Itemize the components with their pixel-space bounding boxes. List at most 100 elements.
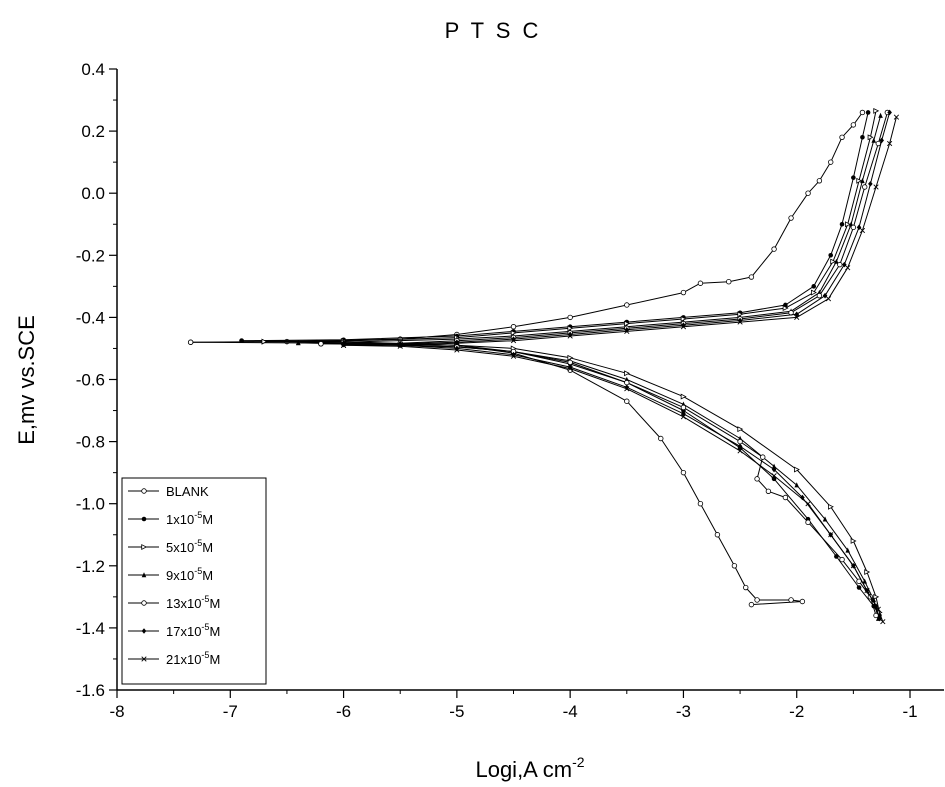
y-tick-label: -0.8: [76, 433, 105, 452]
data-point: [567, 359, 573, 366]
data-point: [859, 109, 866, 116]
legend-item: 21x10-5M: [128, 650, 220, 667]
data-point: [794, 314, 800, 321]
data-point: [816, 292, 823, 299]
legend-label: BLANK: [166, 484, 209, 499]
series-6: [341, 109, 892, 622]
data-point: [454, 347, 460, 353]
data-point: [851, 175, 856, 180]
legend-item: BLANK: [128, 484, 209, 499]
data-point: [510, 324, 517, 330]
y-tick-label: -1.4: [76, 619, 105, 638]
data-point: [850, 563, 856, 569]
data-point: [805, 519, 811, 526]
series-line-anodic: [190, 112, 863, 343]
data-point: [511, 336, 516, 342]
data-point: [624, 386, 630, 392]
legend-marker: [141, 488, 147, 494]
legend-marker: [141, 656, 147, 662]
legend-item: 17x10-5M: [128, 622, 220, 639]
x-tick-label: -4: [563, 702, 578, 721]
legend-items: BLANK 1x10-5M 5x10-5M 9x10-5M 13x10-5M 17x10-…: [128, 484, 220, 667]
data-point: [510, 338, 517, 344]
series-line-anodic: [343, 112, 891, 345]
data-point: [864, 588, 870, 594]
data-point: [865, 110, 871, 115]
data-point: [828, 503, 834, 510]
series-line-cathodic: [264, 341, 880, 613]
data-point: [511, 351, 516, 358]
data-point: [680, 324, 687, 330]
series-line-cathodic: [190, 341, 803, 606]
data-point: [624, 302, 630, 308]
series-line-cathodic: [343, 343, 880, 619]
data-point: [828, 532, 834, 538]
y-tick-label: -0.6: [76, 371, 105, 390]
data-point: [771, 246, 777, 252]
legend-marker: [141, 544, 148, 550]
data-point: [754, 597, 760, 603]
data-point: [837, 261, 843, 268]
legend: BLANK 1x10-5M 5x10-5M 9x10-5M 13x10-5M 17x10-…: [121, 477, 267, 685]
y-axis-label: E,mv vs.SCE: [14, 315, 39, 445]
data-point: [860, 177, 865, 184]
data-point: [816, 178, 823, 184]
data-point: [680, 414, 687, 420]
data-point: [510, 353, 517, 359]
data-point: [850, 538, 857, 544]
data-point: [624, 398, 630, 404]
data-point: [794, 466, 800, 473]
data-point: [737, 426, 744, 433]
data-point: [771, 463, 777, 469]
data-point: [681, 322, 686, 328]
data-point: [856, 177, 863, 184]
data-point: [567, 314, 573, 321]
data-point: [822, 516, 828, 522]
legend-item: 13x10-5M: [128, 594, 220, 611]
data-point: [680, 393, 687, 400]
data-point: [748, 274, 755, 280]
data-point: [295, 340, 301, 346]
legend-label: 9x10-5M: [166, 566, 213, 583]
data-point: [697, 501, 704, 507]
data-point: [748, 601, 755, 608]
legend-item: 9x10-5M: [128, 566, 213, 583]
data-point: [680, 404, 687, 411]
data-point: [839, 221, 845, 227]
data-point: [842, 261, 847, 268]
x-axis-label: Logi,A cm-2: [475, 754, 584, 782]
data-point: [760, 454, 766, 460]
y-tick-label: -1.0: [76, 495, 105, 514]
data-point: [397, 343, 403, 349]
data-point: [879, 137, 884, 144]
data-point: [726, 278, 732, 285]
legend-label: 13x10-5M: [166, 594, 220, 611]
data-point: [887, 140, 893, 147]
x-axis-label-base: Logi,A cm: [475, 757, 572, 782]
data-point: [834, 258, 839, 264]
data-point: [839, 134, 845, 141]
data-point: [887, 109, 892, 116]
y-tick-label: 0.2: [81, 122, 105, 141]
data-point: [850, 122, 857, 128]
data-point: [454, 340, 460, 346]
plot-area: -8 -7 -6 -5 -4 -3 -2 -1 -1.6 -1.4 -1.2 -1.0 -0.8 -0.6…: [76, 60, 944, 721]
x-tick-label: -5: [449, 702, 464, 721]
data-point: [828, 253, 834, 258]
legend-box: [121, 477, 267, 685]
y-tick-label: -1.2: [76, 557, 105, 576]
data-point: [856, 578, 862, 585]
data-point: [845, 547, 851, 553]
data-point: [871, 137, 877, 143]
data-point: [873, 593, 880, 600]
data-point: [624, 379, 630, 386]
data-point: [845, 221, 851, 228]
data-point: [875, 606, 881, 612]
data-point: [873, 107, 880, 114]
data-point: [187, 339, 194, 345]
series-layer: [187, 107, 900, 625]
series-5: [318, 109, 891, 619]
legend-label: 1x10-5M: [166, 510, 213, 527]
legend-marker: [141, 628, 147, 634]
data-point: [567, 366, 573, 372]
